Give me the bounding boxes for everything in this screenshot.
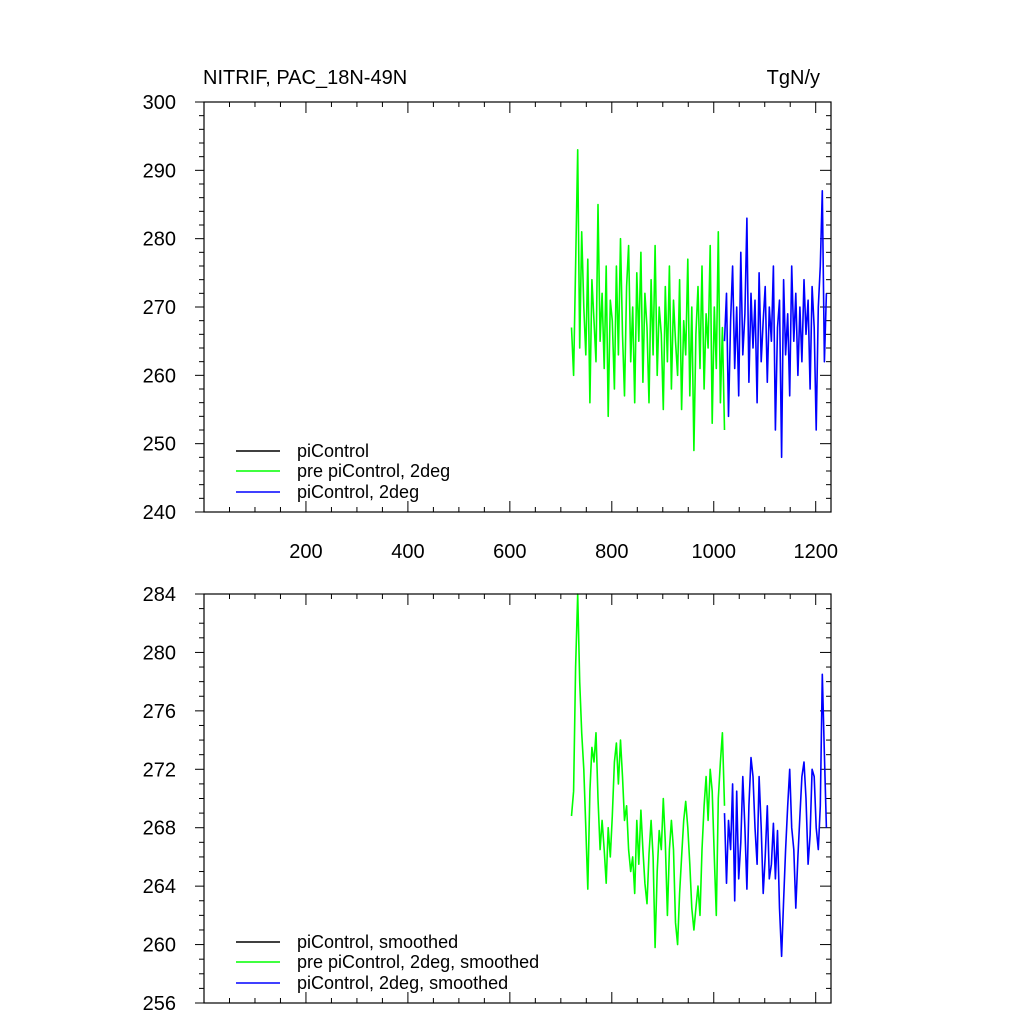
bottom-panel-ticks: 256 260 264 268 272 276 280 284 <box>143 584 831 1015</box>
y-tick-label: 284 <box>143 584 176 606</box>
y-tick-label: 260 <box>143 365 176 387</box>
x-tick-label: 1000 <box>692 541 737 563</box>
y-tick-label: 280 <box>143 642 176 664</box>
legend-label-picontrol: piControl <box>297 441 369 461</box>
top-panel: NITRIF, PAC_18N-49N TgN/y 200 400 600 800 10… <box>143 67 838 563</box>
legend-label-picontrol-2deg-smoothed: piControl, 2deg, smoothed <box>297 973 508 993</box>
x-tick-label: 1200 <box>793 541 838 563</box>
bottom-panel: 256 260 264 268 272 276 280 284 piControl, smoo… <box>143 584 832 1015</box>
top-panel-title: NITRIF, PAC_18N-49N <box>203 67 407 89</box>
legend-label-pre-picontrol-2deg-smoothed: pre piControl, 2deg, smoothed <box>297 952 539 972</box>
legend-label-picontrol-smoothed: piControl, smoothed <box>297 932 458 952</box>
series-line-picontrol-2deg-smoothed <box>723 673 828 958</box>
top-panel-frame <box>203 101 832 513</box>
top-panel-legend: piControl pre piControl, 2deg piControl,… <box>236 441 450 502</box>
bottom-panel-frame <box>203 593 832 1004</box>
x-tick-label: 800 <box>595 541 628 563</box>
y-tick-label: 268 <box>143 818 176 840</box>
top-panel-series <box>570 149 828 459</box>
y-tick-label: 280 <box>143 229 176 251</box>
legend-label-pre-picontrol-2deg: pre piControl, 2deg <box>297 461 450 481</box>
x-tick-label: 400 <box>391 541 424 563</box>
y-tick-label: 300 <box>143 92 176 114</box>
y-tick-label: 270 <box>143 297 176 319</box>
y-tick-label: 250 <box>143 434 176 456</box>
y-tick-label: 276 <box>143 701 176 723</box>
top-panel-units: TgN/y <box>767 67 820 89</box>
y-tick-label: 240 <box>143 502 176 524</box>
y-tick-label: 264 <box>143 876 176 898</box>
series-line-pre-picontrol-2deg <box>570 149 726 452</box>
bottom-panel-legend: piControl, smoothed pre piControl, 2deg,… <box>236 932 539 993</box>
top-panel-ticks: 200 400 600 800 1000 1200 240 250 260 270 280 290 30… <box>143 92 838 563</box>
y-tick-label: 272 <box>143 759 176 781</box>
y-tick-label: 256 <box>143 993 176 1015</box>
legend-label-picontrol-2deg: piControl, 2deg <box>297 482 419 502</box>
x-tick-label: 600 <box>493 541 526 563</box>
bottom-panel-series <box>570 593 828 958</box>
y-tick-label: 260 <box>143 935 176 957</box>
series-line-picontrol-2deg <box>723 190 828 459</box>
x-tick-label: 200 <box>289 541 322 563</box>
y-tick-label: 290 <box>143 160 176 182</box>
series-line-pre-picontrol-2deg-smoothed <box>570 593 726 949</box>
